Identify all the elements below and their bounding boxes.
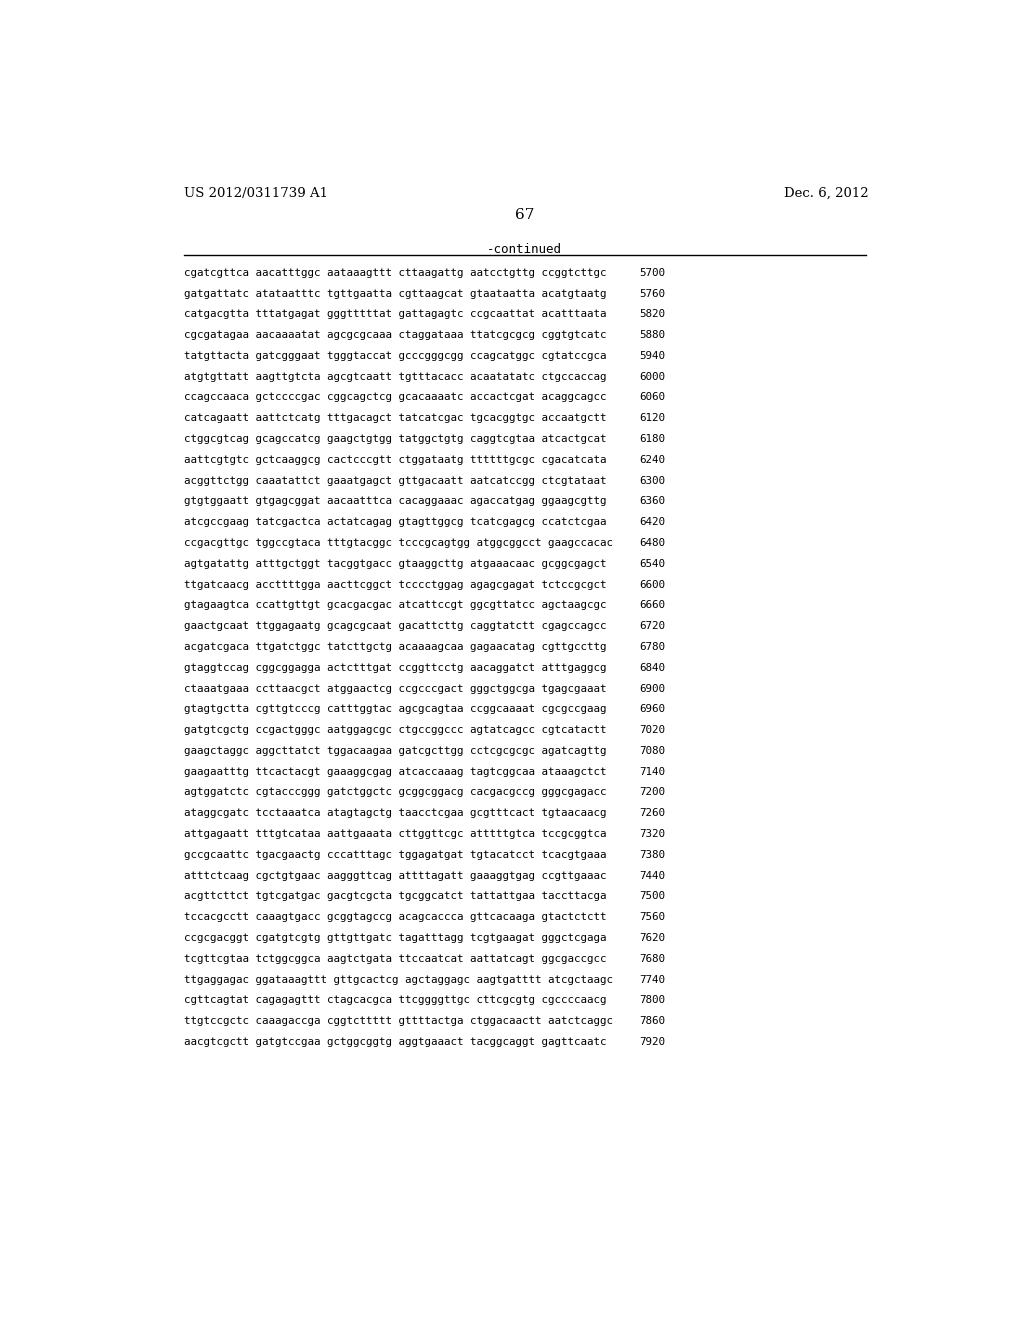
Text: 7440: 7440	[640, 871, 666, 880]
Text: tatgttacta gatcgggaat tgggtaccat gcccgggcgg ccagcatggc cgtatccgca: tatgttacta gatcgggaat tgggtaccat gcccggg…	[183, 351, 606, 360]
Text: 7860: 7860	[640, 1016, 666, 1026]
Text: 6660: 6660	[640, 601, 666, 610]
Text: 7140: 7140	[640, 767, 666, 776]
Text: ttgatcaacg accttttgga aacttcggct tcccctggag agagcgagat tctccgcgct: ttgatcaacg accttttgga aacttcggct tcccctg…	[183, 579, 606, 590]
Text: 5760: 5760	[640, 289, 666, 298]
Text: 5700: 5700	[640, 268, 666, 277]
Text: atcgccgaag tatcgactca actatcagag gtagttggcg tcatcgagcg ccatctcgaa: atcgccgaag tatcgactca actatcagag gtagttg…	[183, 517, 606, 527]
Text: 6540: 6540	[640, 558, 666, 569]
Text: 6840: 6840	[640, 663, 666, 673]
Text: cgttcagtat cagagagttt ctagcacgca ttcggggttgc cttcgcgtg cgccccaacg: cgttcagtat cagagagttt ctagcacgca ttcgggg…	[183, 995, 606, 1006]
Text: -continued: -continued	[487, 243, 562, 256]
Text: 6180: 6180	[640, 434, 666, 444]
Text: 67: 67	[515, 209, 535, 223]
Text: 5940: 5940	[640, 351, 666, 360]
Text: 7620: 7620	[640, 933, 666, 942]
Text: 7200: 7200	[640, 788, 666, 797]
Text: acgatcgaca ttgatctggc tatcttgctg acaaaagcaa gagaacatag cgttgccttg: acgatcgaca ttgatctggc tatcttgctg acaaaag…	[183, 642, 606, 652]
Text: 7320: 7320	[640, 829, 666, 840]
Text: 7740: 7740	[640, 974, 666, 985]
Text: 6420: 6420	[640, 517, 666, 527]
Text: 7920: 7920	[640, 1038, 666, 1047]
Text: ccagccaaca gctccccgac cggcagctcg gcacaaaatc accactcgat acaggcagcc: ccagccaaca gctccccgac cggcagctcg gcacaaa…	[183, 392, 606, 403]
Text: cgcgatagaa aacaaaatat agcgcgcaaa ctaggataaa ttatcgcgcg cggtgtcatc: cgcgatagaa aacaaaatat agcgcgcaaa ctaggat…	[183, 330, 606, 341]
Text: 7020: 7020	[640, 725, 666, 735]
Text: gaactgcaat ttggagaatg gcagcgcaat gacattcttg caggtatctt cgagccagcc: gaactgcaat ttggagaatg gcagcgcaat gacattc…	[183, 622, 606, 631]
Text: gtgtggaatt gtgagcggat aacaatttca cacaggaaac agaccatgag ggaagcgttg: gtgtggaatt gtgagcggat aacaatttca cacagga…	[183, 496, 606, 507]
Text: ctaaatgaaa ccttaacgct atggaactcg ccgcccgact gggctggcga tgagcgaaat: ctaaatgaaa ccttaacgct atggaactcg ccgcccg…	[183, 684, 606, 693]
Text: agtgatattg atttgctggt tacggtgacc gtaaggcttg atgaaacaac gcggcgagct: agtgatattg atttgctggt tacggtgacc gtaaggc…	[183, 558, 606, 569]
Text: atgtgttatt aagttgtcta agcgtcaatt tgtttacacc acaatatatc ctgccaccag: atgtgttatt aagttgtcta agcgtcaatt tgtttac…	[183, 372, 606, 381]
Text: 6300: 6300	[640, 475, 666, 486]
Text: gtagtgctta cgttgtcccg catttggtac agcgcagtaa ccggcaaaat cgcgccgaag: gtagtgctta cgttgtcccg catttggtac agcgcag…	[183, 705, 606, 714]
Text: aattcgtgtc gctcaaggcg cactcccgtt ctggataatg ttttttgcgc cgacatcata: aattcgtgtc gctcaaggcg cactcccgtt ctggata…	[183, 455, 606, 465]
Text: aacgtcgctt gatgtccgaa gctggcggtg aggtgaaact tacggcaggt gagttcaatc: aacgtcgctt gatgtccgaa gctggcggtg aggtgaa…	[183, 1038, 606, 1047]
Text: tcgttcgtaa tctggcggca aagtctgata ttccaatcat aattatcagt ggcgaccgcc: tcgttcgtaa tctggcggca aagtctgata ttccaat…	[183, 954, 606, 964]
Text: atttctcaag cgctgtgaac aagggttcag attttagatt gaaaggtgag ccgttgaaac: atttctcaag cgctgtgaac aagggttcag attttag…	[183, 871, 606, 880]
Text: acggttctgg caaatattct gaaatgagct gttgacaatt aatcatccgg ctcgtataat: acggttctgg caaatattct gaaatgagct gttgaca…	[183, 475, 606, 486]
Text: 5880: 5880	[640, 330, 666, 341]
Text: catgacgtta tttatgagat gggtttttat gattagagtc ccgcaattat acatttaata: catgacgtta tttatgagat gggtttttat gattaga…	[183, 309, 606, 319]
Text: 7560: 7560	[640, 912, 666, 923]
Text: ccgcgacggt cgatgtcgtg gttgttgatc tagatttagg tcgtgaagat gggctcgaga: ccgcgacggt cgatgtcgtg gttgttgatc tagattt…	[183, 933, 606, 942]
Text: gccgcaattc tgacgaactg cccatttagc tggagatgat tgtacatcct tcacgtgaaa: gccgcaattc tgacgaactg cccatttagc tggagat…	[183, 850, 606, 859]
Text: gtaggtccag cggcggagga actctttgat ccggttcctg aacaggatct atttgaggcg: gtaggtccag cggcggagga actctttgat ccggttc…	[183, 663, 606, 673]
Text: 7800: 7800	[640, 995, 666, 1006]
Text: 6780: 6780	[640, 642, 666, 652]
Text: gatgattatc atataatttc tgttgaatta cgttaagcat gtaataatta acatgtaatg: gatgattatc atataatttc tgttgaatta cgttaag…	[183, 289, 606, 298]
Text: 6360: 6360	[640, 496, 666, 507]
Text: 6900: 6900	[640, 684, 666, 693]
Text: 6120: 6120	[640, 413, 666, 424]
Text: ctggcgtcag gcagccatcg gaagctgtgg tatggctgtg caggtcgtaa atcactgcat: ctggcgtcag gcagccatcg gaagctgtgg tatggct…	[183, 434, 606, 444]
Text: 6000: 6000	[640, 372, 666, 381]
Text: attgagaatt tttgtcataa aattgaaata cttggttcgc atttttgtca tccgcggtca: attgagaatt tttgtcataa aattgaaata cttggtt…	[183, 829, 606, 840]
Text: cgatcgttca aacatttggc aataaagttt cttaagattg aatcctgttg ccggtcttgc: cgatcgttca aacatttggc aataaagttt cttaaga…	[183, 268, 606, 277]
Text: tccacgcctt caaagtgacc gcggtagccg acagcaccca gttcacaaga gtactctctt: tccacgcctt caaagtgacc gcggtagccg acagcac…	[183, 912, 606, 923]
Text: Dec. 6, 2012: Dec. 6, 2012	[783, 187, 868, 199]
Text: ttgtccgctc caaagaccga cggtcttttt gttttactga ctggacaactt aatctcaggc: ttgtccgctc caaagaccga cggtcttttt gttttac…	[183, 1016, 612, 1026]
Text: 7080: 7080	[640, 746, 666, 756]
Text: US 2012/0311739 A1: US 2012/0311739 A1	[183, 187, 328, 199]
Text: 6720: 6720	[640, 622, 666, 631]
Text: 5820: 5820	[640, 309, 666, 319]
Text: gatgtcgctg ccgactgggc aatggagcgc ctgccggccc agtatcagcc cgtcatactt: gatgtcgctg ccgactgggc aatggagcgc ctgccgg…	[183, 725, 606, 735]
Text: 7380: 7380	[640, 850, 666, 859]
Text: 7680: 7680	[640, 954, 666, 964]
Text: gtagaagtca ccattgttgt gcacgacgac atcattccgt ggcgttatcc agctaagcgc: gtagaagtca ccattgttgt gcacgacgac atcattc…	[183, 601, 606, 610]
Text: ataggcgatc tcctaaatca atagtagctg taacctcgaa gcgtttcact tgtaacaacg: ataggcgatc tcctaaatca atagtagctg taacctc…	[183, 808, 606, 818]
Text: 6600: 6600	[640, 579, 666, 590]
Text: 6060: 6060	[640, 392, 666, 403]
Text: 7260: 7260	[640, 808, 666, 818]
Text: 6960: 6960	[640, 705, 666, 714]
Text: acgttcttct tgtcgatgac gacgtcgcta tgcggcatct tattattgaa taccttacga: acgttcttct tgtcgatgac gacgtcgcta tgcggca…	[183, 891, 606, 902]
Text: catcagaatt aattctcatg tttgacagct tatcatcgac tgcacggtgc accaatgctt: catcagaatt aattctcatg tttgacagct tatcatc…	[183, 413, 606, 424]
Text: ccgacgttgc tggccgtaca tttgtacggc tcccgcagtgg atggcggcct gaagccacac: ccgacgttgc tggccgtaca tttgtacggc tcccgca…	[183, 539, 612, 548]
Text: 6480: 6480	[640, 539, 666, 548]
Text: gaagctaggc aggcttatct tggacaagaa gatcgcttgg cctcgcgcgc agatcagttg: gaagctaggc aggcttatct tggacaagaa gatcgct…	[183, 746, 606, 756]
Text: agtggatctc cgtacccggg gatctggctc gcggcggacg cacgacgccg gggcgagacc: agtggatctc cgtacccggg gatctggctc gcggcgg…	[183, 788, 606, 797]
Text: 7500: 7500	[640, 891, 666, 902]
Text: gaagaatttg ttcactacgt gaaaggcgag atcaccaaag tagtcggcaa ataaagctct: gaagaatttg ttcactacgt gaaaggcgag atcacca…	[183, 767, 606, 776]
Text: 6240: 6240	[640, 455, 666, 465]
Text: ttgaggagac ggataaagttt gttgcactcg agctaggagc aagtgatttt atcgctaagc: ttgaggagac ggataaagttt gttgcactcg agctag…	[183, 974, 612, 985]
